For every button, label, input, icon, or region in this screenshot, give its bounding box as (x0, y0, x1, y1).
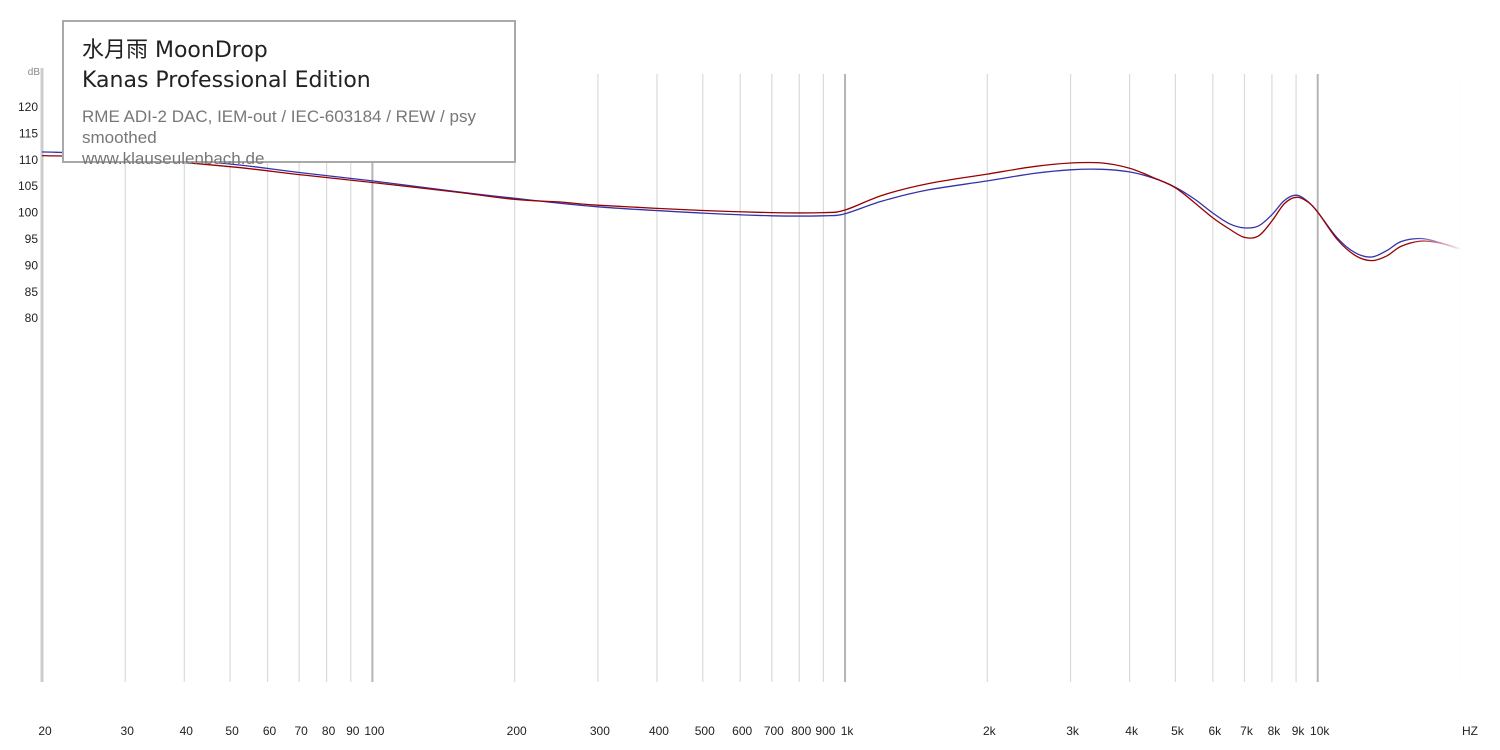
x-tick-label: 10k (1310, 724, 1330, 738)
y-tick-label: 120 (18, 100, 38, 114)
legend-title-line1: 水月雨 MoonDrop (82, 38, 268, 63)
x-tick-label: 1k (841, 724, 855, 738)
y-tick-label: 85 (25, 285, 39, 299)
x-tick-label: 100 (364, 724, 384, 738)
y-axis-unit-label: dB (28, 67, 41, 78)
legend-title-line2: Kanas Professional Edition (82, 68, 371, 93)
legend-measurement-info: RME ADI-2 DAC, IEM-out / IEC-603184 / RE… (82, 107, 476, 147)
y-tick-label: 115 (19, 126, 38, 140)
x-tick-label: 5k (1171, 724, 1185, 738)
x-tick-label: 200 (507, 724, 527, 738)
x-tick-label: 2k (983, 724, 997, 738)
y-tick-label: 90 (25, 258, 39, 272)
y-tick-label: 100 (18, 206, 38, 220)
y-axis-tick-labels: 80 85 90 95 100 105 110 115 120 (18, 100, 38, 325)
x-axis-unit-label: HZ (1462, 724, 1478, 738)
x-tick-label: 60 (263, 724, 277, 738)
x-tick-label: 700 (764, 724, 784, 738)
x-tick-label: 8k (1268, 724, 1282, 738)
y-tick-label: 105 (18, 179, 38, 193)
x-tick-label: 6k (1209, 724, 1223, 738)
chart-series (41, 151, 1461, 262)
right-edge-fade (1412, 70, 1462, 690)
x-tick-label: 300 (590, 724, 610, 738)
x-tick-label: 600 (732, 724, 752, 738)
x-tick-label: 4k (1125, 724, 1139, 738)
x-axis-tick-labels: 20 30 40 50 60 70 80 90 100 200 300 400 500 600 700 800… (38, 724, 1330, 738)
x-tick-label: 9k (1292, 724, 1306, 738)
x-tick-label: 80 (322, 724, 336, 738)
x-tick-label: 3k (1066, 724, 1080, 738)
x-tick-label: 20 (38, 724, 52, 738)
y-tick-label: 95 (25, 232, 39, 246)
x-tick-label: 30 (121, 724, 135, 738)
legend-box: 水月雨 MoonDrop Kanas Professional Edition … (62, 20, 516, 168)
x-tick-label: 500 (695, 724, 715, 738)
legend-website: www.klauseulenbach.de (82, 149, 265, 168)
y-tick-label: 80 (25, 311, 39, 325)
series-line-1 (41, 151, 1461, 258)
x-tick-label: 90 (346, 724, 360, 738)
x-tick-label: 7k (1240, 724, 1254, 738)
x-tick-label: 50 (225, 724, 239, 738)
x-tick-label: 800 (791, 724, 811, 738)
x-tick-label: 900 (815, 724, 835, 738)
x-tick-label: 70 (294, 724, 308, 738)
x-tick-label: 400 (649, 724, 669, 738)
series-line-2 (41, 154, 1461, 262)
x-tick-label: 40 (180, 724, 194, 738)
y-tick-label: 110 (19, 153, 38, 167)
